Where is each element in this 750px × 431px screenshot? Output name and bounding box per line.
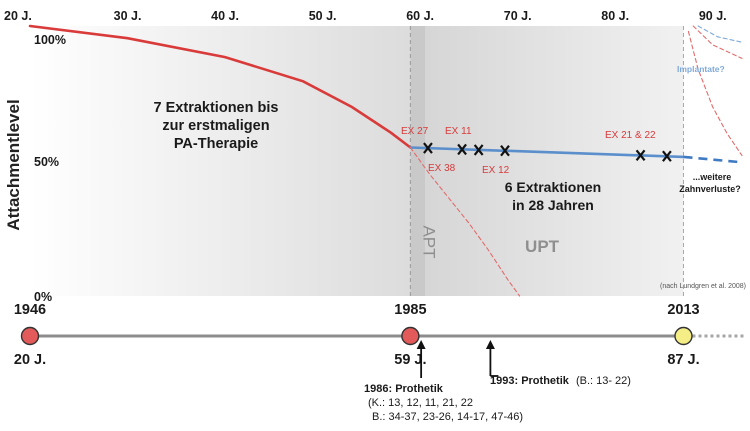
x-tick-label: 20 J. xyxy=(4,9,32,23)
timeline: 1946 20 J. 1985 59 J. 2013 87 J. xyxy=(14,302,746,378)
x-axis-ticks: 20 J. 30 J. 40 J. 50 J. 60 J. 70 J. 80 J. 90 J. xyxy=(4,9,727,23)
timeline-age-label: 59 J. xyxy=(394,352,426,368)
series-line xyxy=(409,146,521,297)
annotation-post-therapy-line2: in 28 Jahren xyxy=(512,197,594,213)
timeline-arrow xyxy=(416,340,426,378)
svg-text:1993: Prothetik (B.: 13- 2: 1993: Prothetik (B.: 13- 22) xyxy=(490,375,631,387)
series-line xyxy=(697,25,743,43)
annotation-ex11: EX 11 xyxy=(445,126,472,137)
annotation-ex12: EX 12 xyxy=(482,165,510,176)
upt-phase-band xyxy=(425,26,684,296)
series-line xyxy=(409,146,685,159)
extraction-marker xyxy=(635,149,646,162)
extraction-marker xyxy=(500,145,510,157)
timeline-event-dot xyxy=(20,326,40,346)
extraction-markers xyxy=(423,142,672,162)
annotation-pre-therapy-line1: 7 Extraktionen bis xyxy=(154,100,279,116)
y-tick-label: 50% xyxy=(34,155,59,169)
upt-phase-label: UPT xyxy=(525,237,560,256)
annotation-ex38: EX 38 xyxy=(428,163,456,174)
y-tick-label: 100% xyxy=(34,33,66,47)
y-axis-label: Attachmentlevel xyxy=(4,99,23,230)
x-tick-label: 60 J. xyxy=(406,9,434,23)
timeline-event-dot xyxy=(401,326,420,346)
x-tick-label: 70 J. xyxy=(504,9,532,23)
apt-phase-band xyxy=(410,26,426,296)
timeline-note-1993-title: 1993: Prothetik xyxy=(490,375,570,387)
timeline-event-dot xyxy=(674,326,693,346)
x-tick-label: 90 J. xyxy=(699,9,727,23)
timeline-age-label: 20 J. xyxy=(14,352,46,368)
apt-phase-label: APT xyxy=(420,225,439,258)
annotation-post-therapy-line1: 6 Extraktionen xyxy=(505,179,601,195)
timeline-note-1986-title: 1986: Prothetik xyxy=(364,383,444,395)
series-line xyxy=(683,155,743,164)
x-tick-label: 40 J. xyxy=(211,9,239,23)
annotation-pre-therapy-line2: zur erstmaligen xyxy=(162,118,269,134)
timeline-note-1986-line2: (K.: 13, 12, 11, 21, 22 xyxy=(368,397,473,409)
x-tick-label: 30 J. xyxy=(114,9,142,23)
timeline-age-label: 87 J. xyxy=(667,352,699,368)
series-line xyxy=(692,25,743,59)
annotation-future-line1: ...weitere xyxy=(693,172,732,182)
annotation-source: (nach Lundgren et al. 2008) xyxy=(660,283,746,290)
timeline-note-1986-line3: B.: 34-37, 23-26, 14-17, 47-46) xyxy=(372,411,523,423)
annotation-ex21-22: EX 21 & 22 xyxy=(605,130,656,141)
extraction-marker xyxy=(473,144,484,156)
timeline-year-label: 1946 xyxy=(14,302,46,318)
extraction-marker xyxy=(662,150,672,162)
annotation-future-line2: Zahnverluste? xyxy=(679,184,741,194)
pre-therapy-band xyxy=(30,26,411,296)
annotation-ex27: EX 27 xyxy=(401,126,429,137)
annotation-pre-therapy-line3: PA-Therapie xyxy=(174,136,258,152)
timeline-year-label: 1985 xyxy=(394,302,426,318)
series-line xyxy=(687,30,743,157)
x-tick-label: 80 J. xyxy=(601,9,629,23)
timeline-note-1993-detail: (B.: 13- 22) xyxy=(576,375,631,387)
extraction-marker xyxy=(457,143,467,156)
x-tick-label: 50 J. xyxy=(309,9,337,23)
timeline-arrow xyxy=(485,340,499,377)
series-line xyxy=(28,24,412,149)
extraction-marker xyxy=(423,142,433,154)
annotation-implants: Implantate? xyxy=(677,64,725,74)
series-layer xyxy=(28,24,743,297)
timeline-year-label: 2013 xyxy=(667,302,699,318)
y-tick-label: 0% xyxy=(34,290,52,304)
y-axis-ticks: 100% 50% 0% xyxy=(34,33,66,304)
